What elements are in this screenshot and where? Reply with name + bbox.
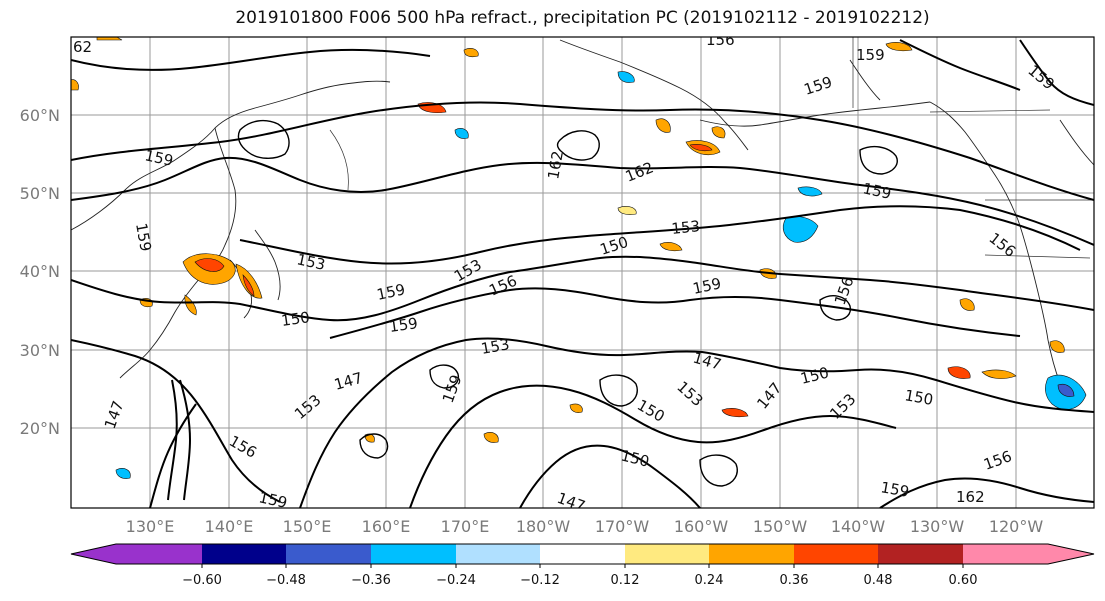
contour-label: 150 (903, 386, 934, 409)
colorbar-tick: 0.12 (611, 573, 640, 588)
lon-label-150w: 150°W (753, 517, 808, 536)
contour-label: 153 (295, 250, 327, 274)
contour-label: 159 (375, 280, 407, 304)
colorbar-high-extend (1048, 544, 1094, 564)
contour-label: 159 (132, 222, 155, 253)
lon-label-140w: 140°W (831, 517, 886, 536)
colorbar-bin (202, 544, 286, 564)
contour-label: 62 (73, 38, 92, 56)
contour-label: 159 (257, 488, 289, 512)
colorbar-bin (540, 544, 625, 564)
contour-label: 159 (879, 478, 910, 501)
colorbar-bin (286, 544, 371, 564)
lon-label-170w: 170°W (595, 517, 650, 536)
colorbar-tick: −0.48 (266, 573, 306, 588)
lat-label-20n: 20°N (20, 419, 60, 438)
colorbar-tick: −0.12 (520, 573, 560, 588)
lon-label-150e: 150°E (283, 517, 332, 536)
colorbar-bin (709, 544, 794, 564)
lon-label-130w: 130°W (910, 517, 965, 536)
colorbar-bin (878, 544, 963, 564)
contour-label: 159 (143, 146, 175, 170)
colorbar-bin (625, 544, 709, 564)
contour-label: 156 (706, 31, 735, 49)
contour-label: 150 (280, 308, 311, 330)
colorbar-bin (371, 544, 456, 564)
contour-label: 162 (956, 488, 985, 506)
colorbar-tick: 0.60 (949, 573, 978, 588)
colorbar-tick: −0.60 (182, 573, 222, 588)
lon-label-160w: 160°W (674, 517, 729, 536)
map-title: 2019101800 F006 500 hPa refract., precip… (235, 8, 930, 28)
contour-label: 159 (388, 314, 419, 336)
lat-label-60n: 60°N (20, 106, 60, 125)
contour-label: 159 (691, 274, 723, 298)
contour-label: 162 (544, 149, 567, 180)
colorbar-tick: 0.24 (695, 573, 724, 588)
colorbar-outline (70, 543, 1095, 565)
borders (329, 37, 1094, 259)
colorbar-low-extend (71, 544, 116, 564)
lon-label-130e: 130°E (126, 517, 175, 536)
colorbar-bin (456, 544, 540, 564)
refractivity-contours (71, 39, 1094, 508)
colorbar-tick: −0.36 (351, 573, 391, 588)
lat-label-40n: 40°N (20, 262, 60, 281)
lon-label-180w: 180°W (516, 517, 571, 536)
lon-label-120w: 120°W (989, 517, 1044, 536)
contour-label: 153 (671, 217, 701, 238)
colorbar-bin (116, 544, 202, 564)
longitude-labels: 130°E 140°E 150°E 160°E 170°E 180°W 170°… (126, 517, 1044, 536)
colorbar-bin (794, 544, 878, 564)
lat-label-50n: 50°N (20, 184, 60, 203)
colorbar-tick: 0.36 (780, 573, 809, 588)
lon-label-160e: 160°E (362, 517, 411, 536)
contour-label: 159 (856, 46, 885, 64)
colorbar-bin (963, 544, 1048, 564)
latitude-labels: 60°N 50°N 40°N 30°N 20°N (20, 106, 60, 438)
refractivity-contours-thin (237, 119, 898, 487)
colorbar-tick: 0.48 (864, 573, 893, 588)
lon-label-170e: 170°E (441, 517, 490, 536)
map-frame (70, 36, 1095, 509)
contour-label: 159 (861, 179, 893, 203)
lon-label-140e: 140°E (205, 517, 254, 536)
precip-shading (71, 37, 1087, 479)
contour-label: 153 (480, 335, 511, 358)
lat-label-30n: 30°N (20, 341, 60, 360)
colorbar: −0.60 −0.48 −0.36 −0.24 −0.12 0.12 0.24 … (70, 543, 1095, 588)
colorbar-tick: −0.24 (436, 573, 476, 588)
